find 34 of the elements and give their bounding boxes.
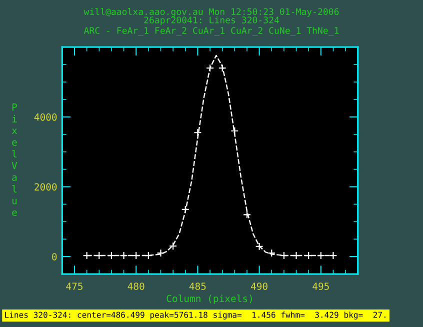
point: [120, 251, 128, 260]
point: [107, 251, 116, 260]
text: Lines 320-324: center=486.499 peak=5761.18 sigma= 1.456 fwhm= 3.429 bkg= 27.: [5, 312, 386, 320]
y-tick-label: 2000: [34, 183, 57, 191]
x-tick-label: 475: [66, 282, 83, 290]
point: [280, 251, 288, 260]
point: [194, 128, 202, 137]
point: [255, 242, 264, 250]
point: [156, 249, 165, 258]
point: [144, 251, 152, 260]
x-tick-label: 480: [128, 282, 144, 290]
point: [206, 64, 214, 72]
point: [82, 251, 91, 260]
x-tick-label: 490: [251, 282, 268, 290]
x-tick-label: 495: [312, 282, 329, 290]
point: [181, 205, 190, 214]
x-axis-title: Column (pixels): [166, 294, 252, 304]
point: [95, 251, 104, 260]
point: [316, 251, 325, 260]
point: [304, 251, 313, 260]
point: [292, 251, 300, 260]
point: [169, 242, 178, 250]
point: [218, 64, 226, 72]
point: [230, 126, 239, 135]
text: Pixel Value: [12, 104, 18, 216]
chart-subtitle: 26apr20041: Lines 320-324 ARC - FeAr_1 FeAr_2 CuAr_1 CuAr_2 CuNe_1 ThNe_1: [84, 16, 339, 36]
point: [242, 210, 252, 219]
point: [329, 251, 338, 260]
x-tick-label: 485: [189, 282, 206, 290]
point: [268, 249, 276, 258]
chart-title: will@aaolxa.aao.gov.au Mon 12:50:23 01-May-2006: [84, 8, 339, 17]
y-tick-label: 0: [52, 253, 57, 260]
point: [132, 251, 140, 260]
y-tick-label: 4000: [34, 113, 57, 121]
